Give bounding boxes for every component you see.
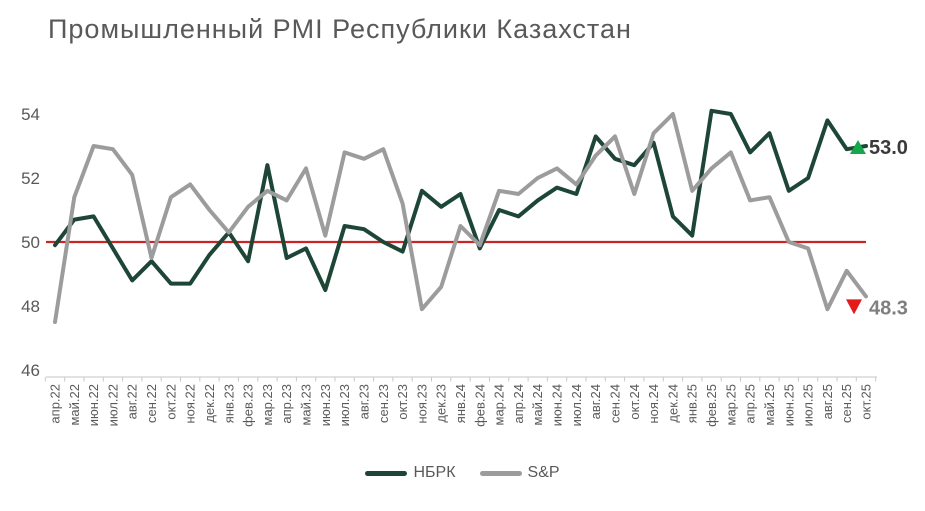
x-axis-tick-label: май.22: [67, 384, 82, 426]
x-axis-tick-label: апр.25: [743, 384, 758, 424]
x-axis-tick-label: фев.23: [241, 384, 256, 427]
legend-item-nbrk: НБРК: [365, 464, 456, 482]
x-axis-tick-label: мар.24: [492, 384, 507, 425]
x-axis-tick-label: июн.25: [781, 384, 796, 426]
end-value-label-nbrk: 53.0: [869, 137, 908, 159]
x-axis-tick-label: сен.24: [608, 384, 623, 423]
x-axis-tick-label: мар.23: [260, 384, 275, 425]
x-axis-tick-label: сен.25: [839, 384, 854, 423]
x-axis-tick-label: фев.24: [472, 384, 487, 427]
series-line-sp: [53, 112, 868, 324]
x-axis-tick-label: авг.23: [357, 384, 372, 419]
y-axis-tick-label: 52: [21, 169, 40, 188]
x-axis-tick-label: окт.24: [627, 384, 642, 420]
x-axis-tick-label: май.24: [530, 384, 545, 426]
x-axis-tick-label: ноя.24: [646, 384, 661, 424]
x-axis-tick-label: апр.23: [279, 384, 294, 424]
y-axis-tick-label: 54: [21, 105, 40, 124]
x-axis-tick-label: янв.24: [453, 384, 468, 423]
end-value-label-sp: 48.3: [869, 297, 908, 319]
x-axis-tick-label: окт.25: [859, 384, 874, 420]
x-axis-tick-label: окт.23: [395, 384, 410, 420]
down-triangle-marker: [846, 299, 862, 315]
x-axis-tick-label: июн.24: [550, 384, 565, 426]
sp-line-swatch: [479, 470, 522, 476]
x-axis-tick-label: дек.23: [434, 384, 449, 423]
x-axis-tick-label: ноя.23: [414, 384, 429, 424]
x-axis-tick-label: сен.23: [376, 384, 391, 423]
x-axis-tick-label: фев.25: [704, 384, 719, 427]
x-axis-tick-label: окт.22: [163, 384, 178, 420]
x-axis-tick-label: мар.25: [723, 384, 738, 425]
y-axis-tick-label: 48: [21, 297, 40, 316]
series-line-nbrk: [53, 108, 868, 292]
x-axis-tick-label: май.23: [299, 384, 314, 426]
x-axis-tick-label: сен.22: [144, 384, 159, 423]
x-axis-tick-label: июн.23: [318, 384, 333, 426]
x-axis-tick-label: дек.22: [202, 384, 217, 423]
y-axis-tick-label: 46: [21, 361, 40, 380]
x-axis-tick-label: авг.22: [125, 384, 140, 419]
up-triangle-marker: [850, 140, 866, 154]
x-axis-tick-label: июн.22: [86, 384, 101, 426]
x-axis-tick-label: апр.22: [48, 384, 63, 424]
chart-legend: НБРК S&P: [0, 464, 925, 482]
x-axis-tick-label: дек.24: [665, 384, 680, 423]
y-axis-tick-label: 50: [21, 233, 40, 252]
x-axis-tick-label: янв.23: [221, 384, 236, 423]
x-axis-tick-label: авг.25: [820, 384, 835, 419]
x-axis-tick-label: ноя.22: [183, 384, 198, 424]
legend-label-sp: S&P: [527, 464, 560, 481]
x-axis-tick-label: июл.22: [105, 384, 120, 426]
x-axis-tick-label: июл.24: [569, 384, 584, 426]
legend-item-sp: S&P: [479, 464, 560, 482]
legend-label-nbrk: НБРК: [413, 464, 456, 481]
x-axis-tick-label: июл.25: [801, 384, 816, 426]
x-axis-tick-label: май.25: [762, 384, 777, 426]
x-axis-tick-label: янв.25: [685, 384, 700, 423]
x-axis-tick-label: апр.24: [511, 384, 526, 424]
chart-title: Промышленный PMI Республики Казахстан: [48, 14, 632, 44]
x-axis-tick-label: июл.23: [337, 384, 352, 426]
nbrk-line-swatch: [365, 470, 408, 476]
x-axis-tick-label: авг.24: [588, 384, 603, 419]
